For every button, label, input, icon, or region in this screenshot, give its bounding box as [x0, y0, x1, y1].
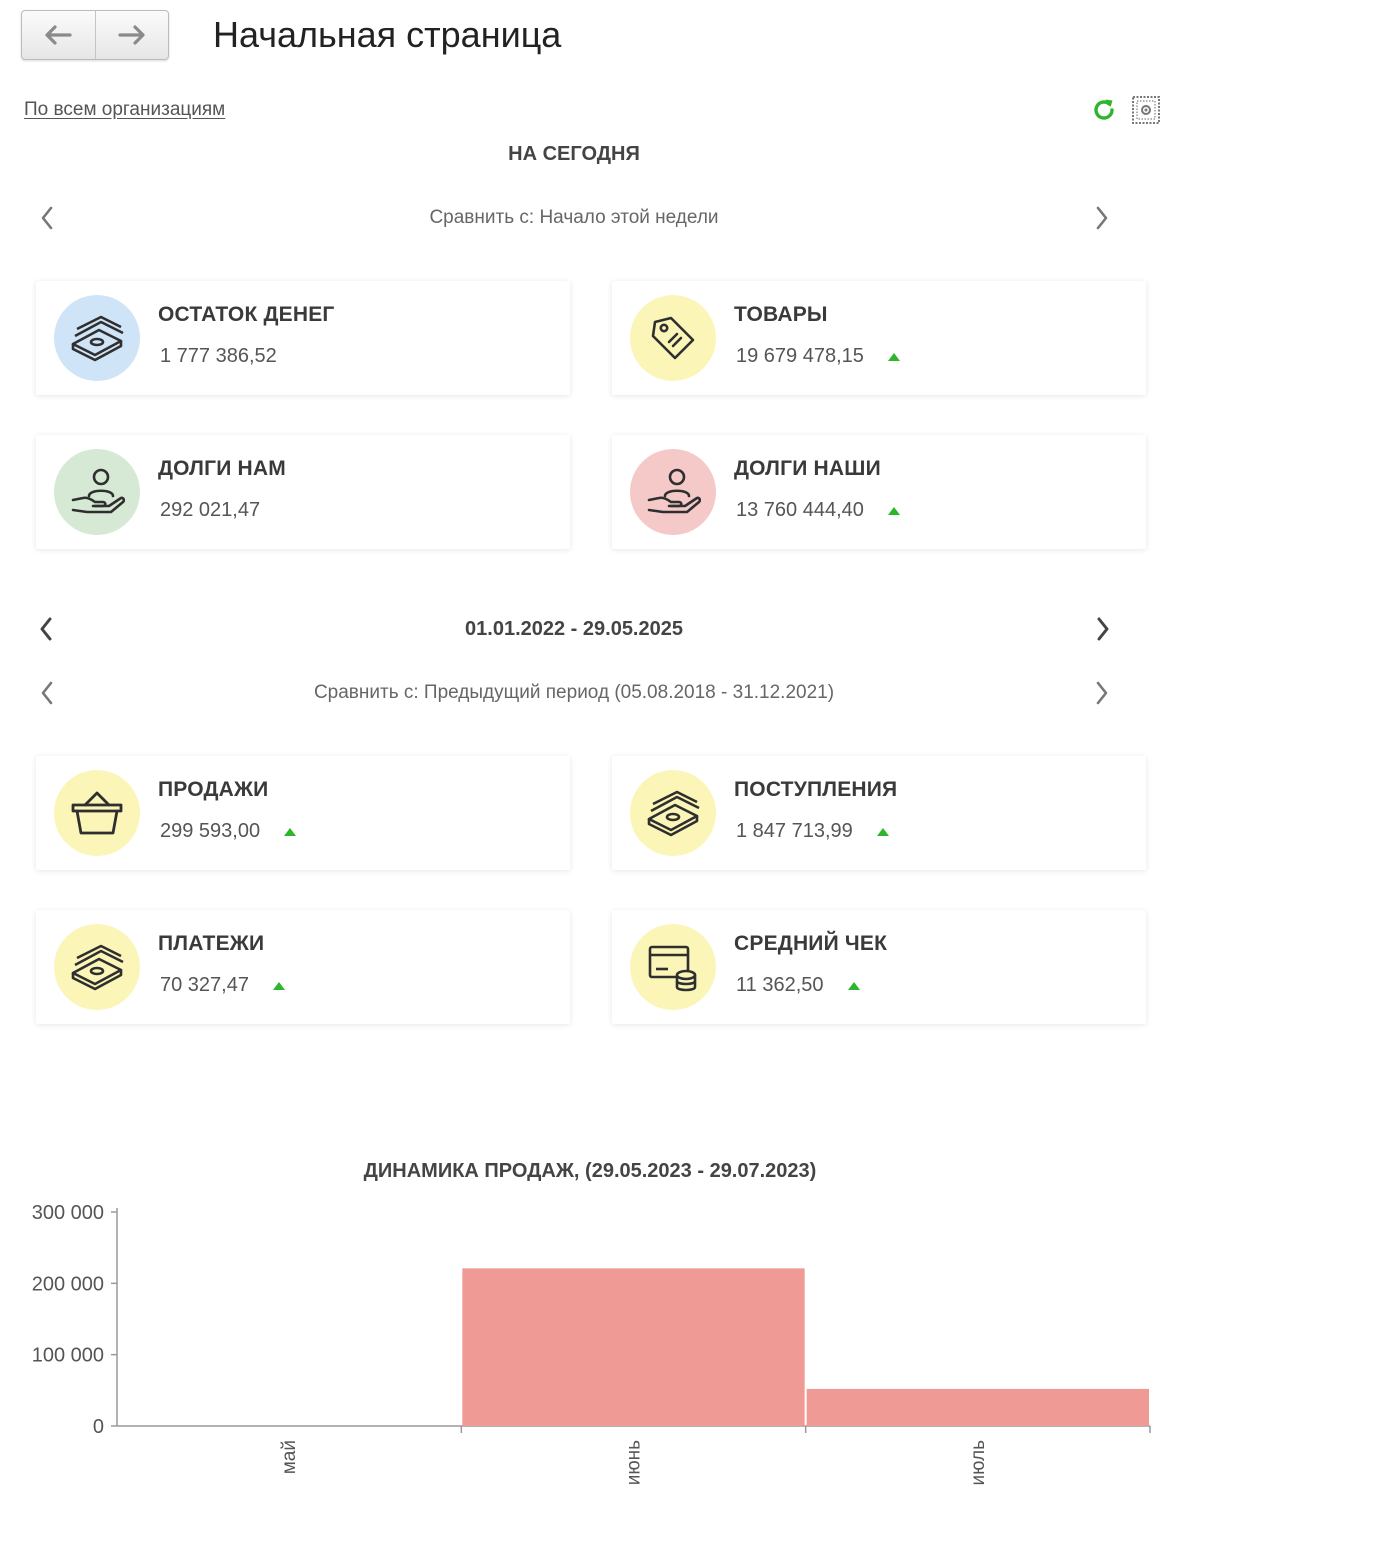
card-icon-circle: [54, 295, 140, 381]
card-money-balance[interactable]: ОСТАТОК ДЕНЕГ 1 777 386,52: [36, 281, 570, 395]
bar-июнь: [462, 1268, 805, 1426]
money-stack-icon: [647, 790, 700, 837]
back-button[interactable]: [22, 11, 95, 59]
card-value: 19 679 478,15: [736, 345, 900, 368]
card-coins-icon: [648, 945, 697, 992]
card-value: 299 593,00: [160, 820, 297, 843]
hand-person-icon: [647, 468, 701, 514]
card-goods[interactable]: ТОВАРЫ 19 679 478,15: [612, 281, 1146, 395]
settings-button[interactable]: [1131, 95, 1161, 130]
card-value: 11 362,50: [736, 974, 860, 997]
navigation-buttons: [21, 10, 169, 60]
x-tick-label: июль: [968, 1440, 989, 1486]
card-title: ТОВАРЫ: [734, 303, 828, 326]
card-value-text: 70 327,47: [160, 974, 249, 996]
card-title: ДОЛГИ НАШИ: [734, 457, 881, 480]
chevron-right-icon: [1097, 617, 1109, 641]
card-title: ОСТАТОК ДЕНЕГ: [158, 303, 335, 326]
card-title: ПРОДАЖИ: [158, 778, 269, 801]
card-debts-to-us[interactable]: ДОЛГИ НАМ 292 021,47: [36, 435, 570, 549]
card-title: ПОСТУПЛЕНИЯ: [734, 778, 898, 801]
today-compare-label[interactable]: Сравнить с: Начало этой недели: [429, 207, 719, 228]
y-tick-label: 100 000: [32, 1345, 104, 1367]
card-payments[interactable]: ПЛАТЕЖИ 70 327,47: [36, 910, 570, 1024]
card-average-check[interactable]: СРЕДНИЙ ЧЕК 11 362,50: [612, 910, 1146, 1024]
card-value-text: 299 593,00: [160, 820, 261, 842]
card-value-text: 13 760 444,40: [736, 499, 864, 521]
card-our-debts[interactable]: ДОЛГИ НАШИ 13 760 444,40: [612, 435, 1146, 549]
refresh-icon: [1094, 99, 1114, 120]
card-icon-circle: [630, 449, 716, 535]
chevron-left-icon: [41, 206, 53, 230]
card-value: 292 021,47: [160, 499, 260, 522]
card-icon-circle: [54, 770, 140, 856]
period-prev-button[interactable]: [31, 614, 61, 644]
y-tick-label: 300 000: [32, 1202, 104, 1224]
card-title: ПЛАТЕЖИ: [158, 932, 265, 955]
y-tick-label: 0: [93, 1416, 104, 1438]
money-stack-icon: [71, 944, 124, 991]
card-icon-circle: [630, 924, 716, 1010]
chart-title: ДИНАМИКА ПРОДАЖ, (29.05.2023 - 29.07.202…: [363, 1160, 817, 1182]
trend-up-icon: [284, 827, 297, 836]
card-icon-circle: [54, 449, 140, 535]
card-value-text: 11 362,50: [736, 974, 824, 996]
page-title: Начальная страница: [213, 14, 562, 55]
card-sales[interactable]: ПРОДАЖИ 299 593,00: [36, 756, 570, 870]
today-compare-prev-button[interactable]: [32, 203, 62, 233]
trend-up-icon: [887, 506, 900, 515]
card-value: 70 327,47: [160, 974, 285, 997]
x-tick-label: май: [279, 1440, 300, 1474]
card-value-text: 19 679 478,15: [736, 345, 864, 367]
period-compare-prev-button[interactable]: [32, 678, 62, 708]
section-title-today: НА СЕГОДНЯ: [508, 143, 640, 165]
refresh-button[interactable]: [1090, 96, 1118, 129]
period-compare-label[interactable]: Сравнить с: Предыдущий период (05.08.201…: [313, 682, 835, 703]
basket-icon: [71, 791, 123, 835]
chevron-right-icon: [1096, 206, 1108, 230]
card-value-text: 1 777 386,52: [160, 345, 277, 367]
trend-up-icon: [847, 981, 860, 990]
bar-июль: [806, 1388, 1149, 1426]
trend-up-icon: [876, 827, 889, 836]
chevron-left-icon: [41, 681, 53, 705]
card-value: 1 777 386,52: [160, 345, 277, 368]
card-title: ДОЛГИ НАМ: [158, 457, 286, 480]
chevron-right-icon: [1096, 681, 1108, 705]
qr-settings-icon: [1132, 96, 1160, 124]
card-receipts[interactable]: ПОСТУПЛЕНИЯ 1 847 713,99: [612, 756, 1146, 870]
trend-up-icon: [272, 981, 285, 990]
card-icon-circle: [54, 924, 140, 1010]
today-compare-next-button[interactable]: [1087, 203, 1117, 233]
arrow-right-icon: [118, 25, 145, 45]
card-value-text: 1 847 713,99: [736, 820, 853, 842]
x-tick-label: июнь: [624, 1440, 645, 1485]
card-title: СРЕДНИЙ ЧЕК: [734, 932, 888, 955]
organizations-link[interactable]: По всем организациям: [24, 99, 226, 120]
card-icon-circle: [630, 295, 716, 381]
money-stack-icon: [71, 315, 124, 362]
y-tick-label: 200 000: [32, 1273, 104, 1295]
trend-up-icon: [887, 352, 900, 361]
sales-chart: 0 100 000 200 000 300 000 май июнь июль: [32, 1202, 1151, 1486]
chevron-left-icon: [40, 617, 52, 641]
card-value: 1 847 713,99: [736, 820, 889, 843]
period-range[interactable]: 01.01.2022 - 29.05.2025: [465, 618, 683, 640]
card-value-text: 292 021,47: [160, 499, 261, 521]
arrow-left-icon: [45, 25, 72, 45]
forward-button[interactable]: [94, 11, 169, 59]
card-icon-circle: [630, 770, 716, 856]
card-value: 13 760 444,40: [736, 499, 900, 522]
hand-person-icon: [71, 468, 125, 514]
price-tag-icon: [651, 316, 695, 360]
period-next-button[interactable]: [1088, 614, 1118, 644]
period-compare-next-button[interactable]: [1087, 678, 1117, 708]
